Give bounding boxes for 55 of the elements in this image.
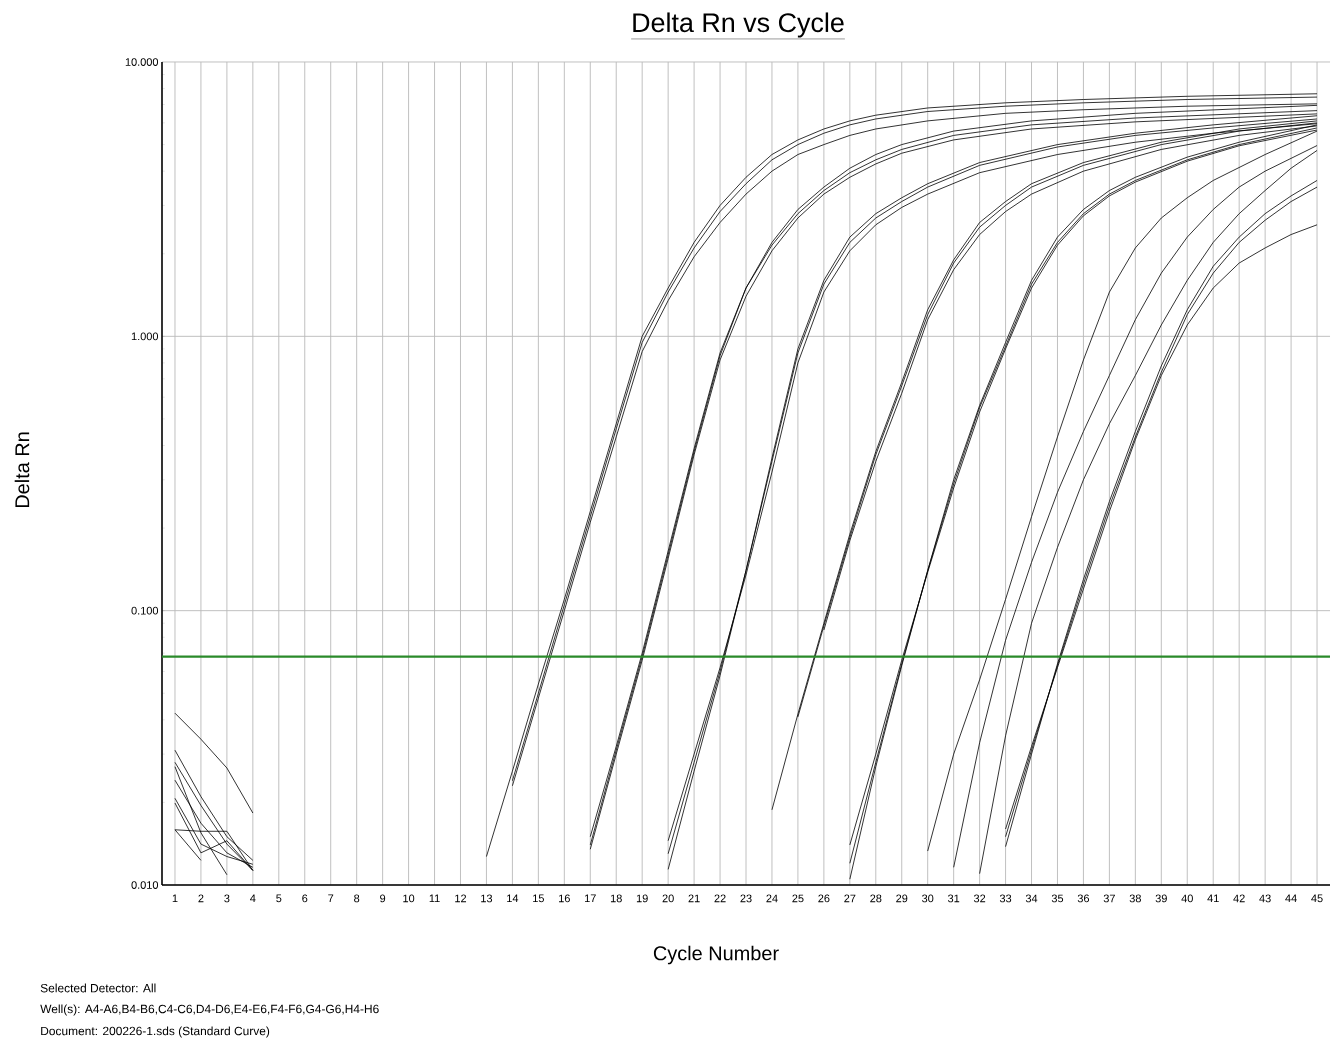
x-tick-label: 17 bbox=[585, 894, 596, 903]
x-tick-label: 25 bbox=[792, 894, 804, 903]
x-tick-label: 39 bbox=[1155, 894, 1167, 903]
y-axis-title: Delta Rn bbox=[14, 432, 30, 508]
x-tick-label: 42 bbox=[1233, 894, 1245, 903]
x-tick-label: 15 bbox=[533, 894, 544, 903]
x-tick-label: 35 bbox=[1051, 894, 1064, 903]
x-tick-label: 33 bbox=[999, 894, 1012, 903]
x-tick-label: 30 bbox=[922, 894, 934, 903]
x-tick-label: 38 bbox=[1129, 894, 1141, 903]
x-tick-label: 34 bbox=[1025, 894, 1038, 903]
text: Selected Detector: All bbox=[40, 983, 156, 993]
y-tick-label: 10.000 bbox=[125, 58, 159, 66]
x-axis-title: Cycle Number bbox=[653, 945, 779, 965]
x-tick-label: 4 bbox=[250, 894, 256, 903]
x-tick-label: 22 bbox=[714, 894, 726, 903]
x-tick-label: 5 bbox=[276, 894, 282, 903]
x-tick-label: 13 bbox=[481, 894, 493, 903]
x-tick-label: 29 bbox=[896, 894, 908, 903]
x-tick-label: 3 bbox=[224, 894, 230, 903]
x-tick-label: 12 bbox=[455, 894, 467, 903]
chart-title: Delta Rn vs Cycle bbox=[633, 12, 844, 38]
y-tick-label: 1.000 bbox=[131, 332, 159, 341]
x-tick-label: 7 bbox=[328, 894, 334, 903]
x-tick-label: 20 bbox=[662, 894, 674, 903]
y-tick-label: 0.010 bbox=[131, 881, 159, 889]
x-tick-label: 26 bbox=[818, 894, 830, 903]
x-tick-label: 6 bbox=[302, 894, 308, 903]
x-tick-label: 43 bbox=[1259, 894, 1271, 903]
text: Document: 200226-1.sds (Standard Curve) bbox=[41, 1026, 270, 1038]
x-tick-label: 18 bbox=[610, 894, 622, 903]
x-tick-label: 41 bbox=[1207, 894, 1219, 903]
x-tick-label: 10 bbox=[403, 894, 415, 903]
x-tick-label: 1 bbox=[172, 894, 178, 903]
x-tick-label: 28 bbox=[870, 894, 882, 903]
x-tick-label: 9 bbox=[380, 894, 386, 903]
x-tick-label: 36 bbox=[1077, 894, 1090, 903]
text: Well(s): A4-A6,B4-B6,C4-C6,D4-D6,E4-E6,F4-F6,G4-G6,H4-H6 bbox=[40, 1004, 379, 1016]
x-tick-label: 2 bbox=[198, 894, 204, 903]
x-tick-label: 14 bbox=[507, 894, 519, 903]
x-tick-label: 40 bbox=[1181, 894, 1193, 903]
x-tick-label: 11 bbox=[429, 894, 440, 903]
x-tick-label: 37 bbox=[1103, 894, 1115, 903]
x-tick-label: 44 bbox=[1285, 894, 1297, 903]
x-tick-label: 8 bbox=[354, 894, 360, 903]
x-tick-label: 32 bbox=[973, 894, 986, 903]
x-tick-label: 24 bbox=[766, 894, 778, 903]
x-tick-label: 31 bbox=[947, 894, 960, 903]
x-tick-label: 19 bbox=[636, 894, 648, 903]
x-tick-label: 16 bbox=[559, 894, 570, 903]
y-tick-label: 0.100 bbox=[131, 606, 159, 615]
x-tick-label: 21 bbox=[688, 894, 700, 903]
x-tick-label: 23 bbox=[740, 894, 752, 903]
x-tick-label: 27 bbox=[844, 894, 856, 903]
x-tick-label: 45 bbox=[1311, 894, 1323, 903]
